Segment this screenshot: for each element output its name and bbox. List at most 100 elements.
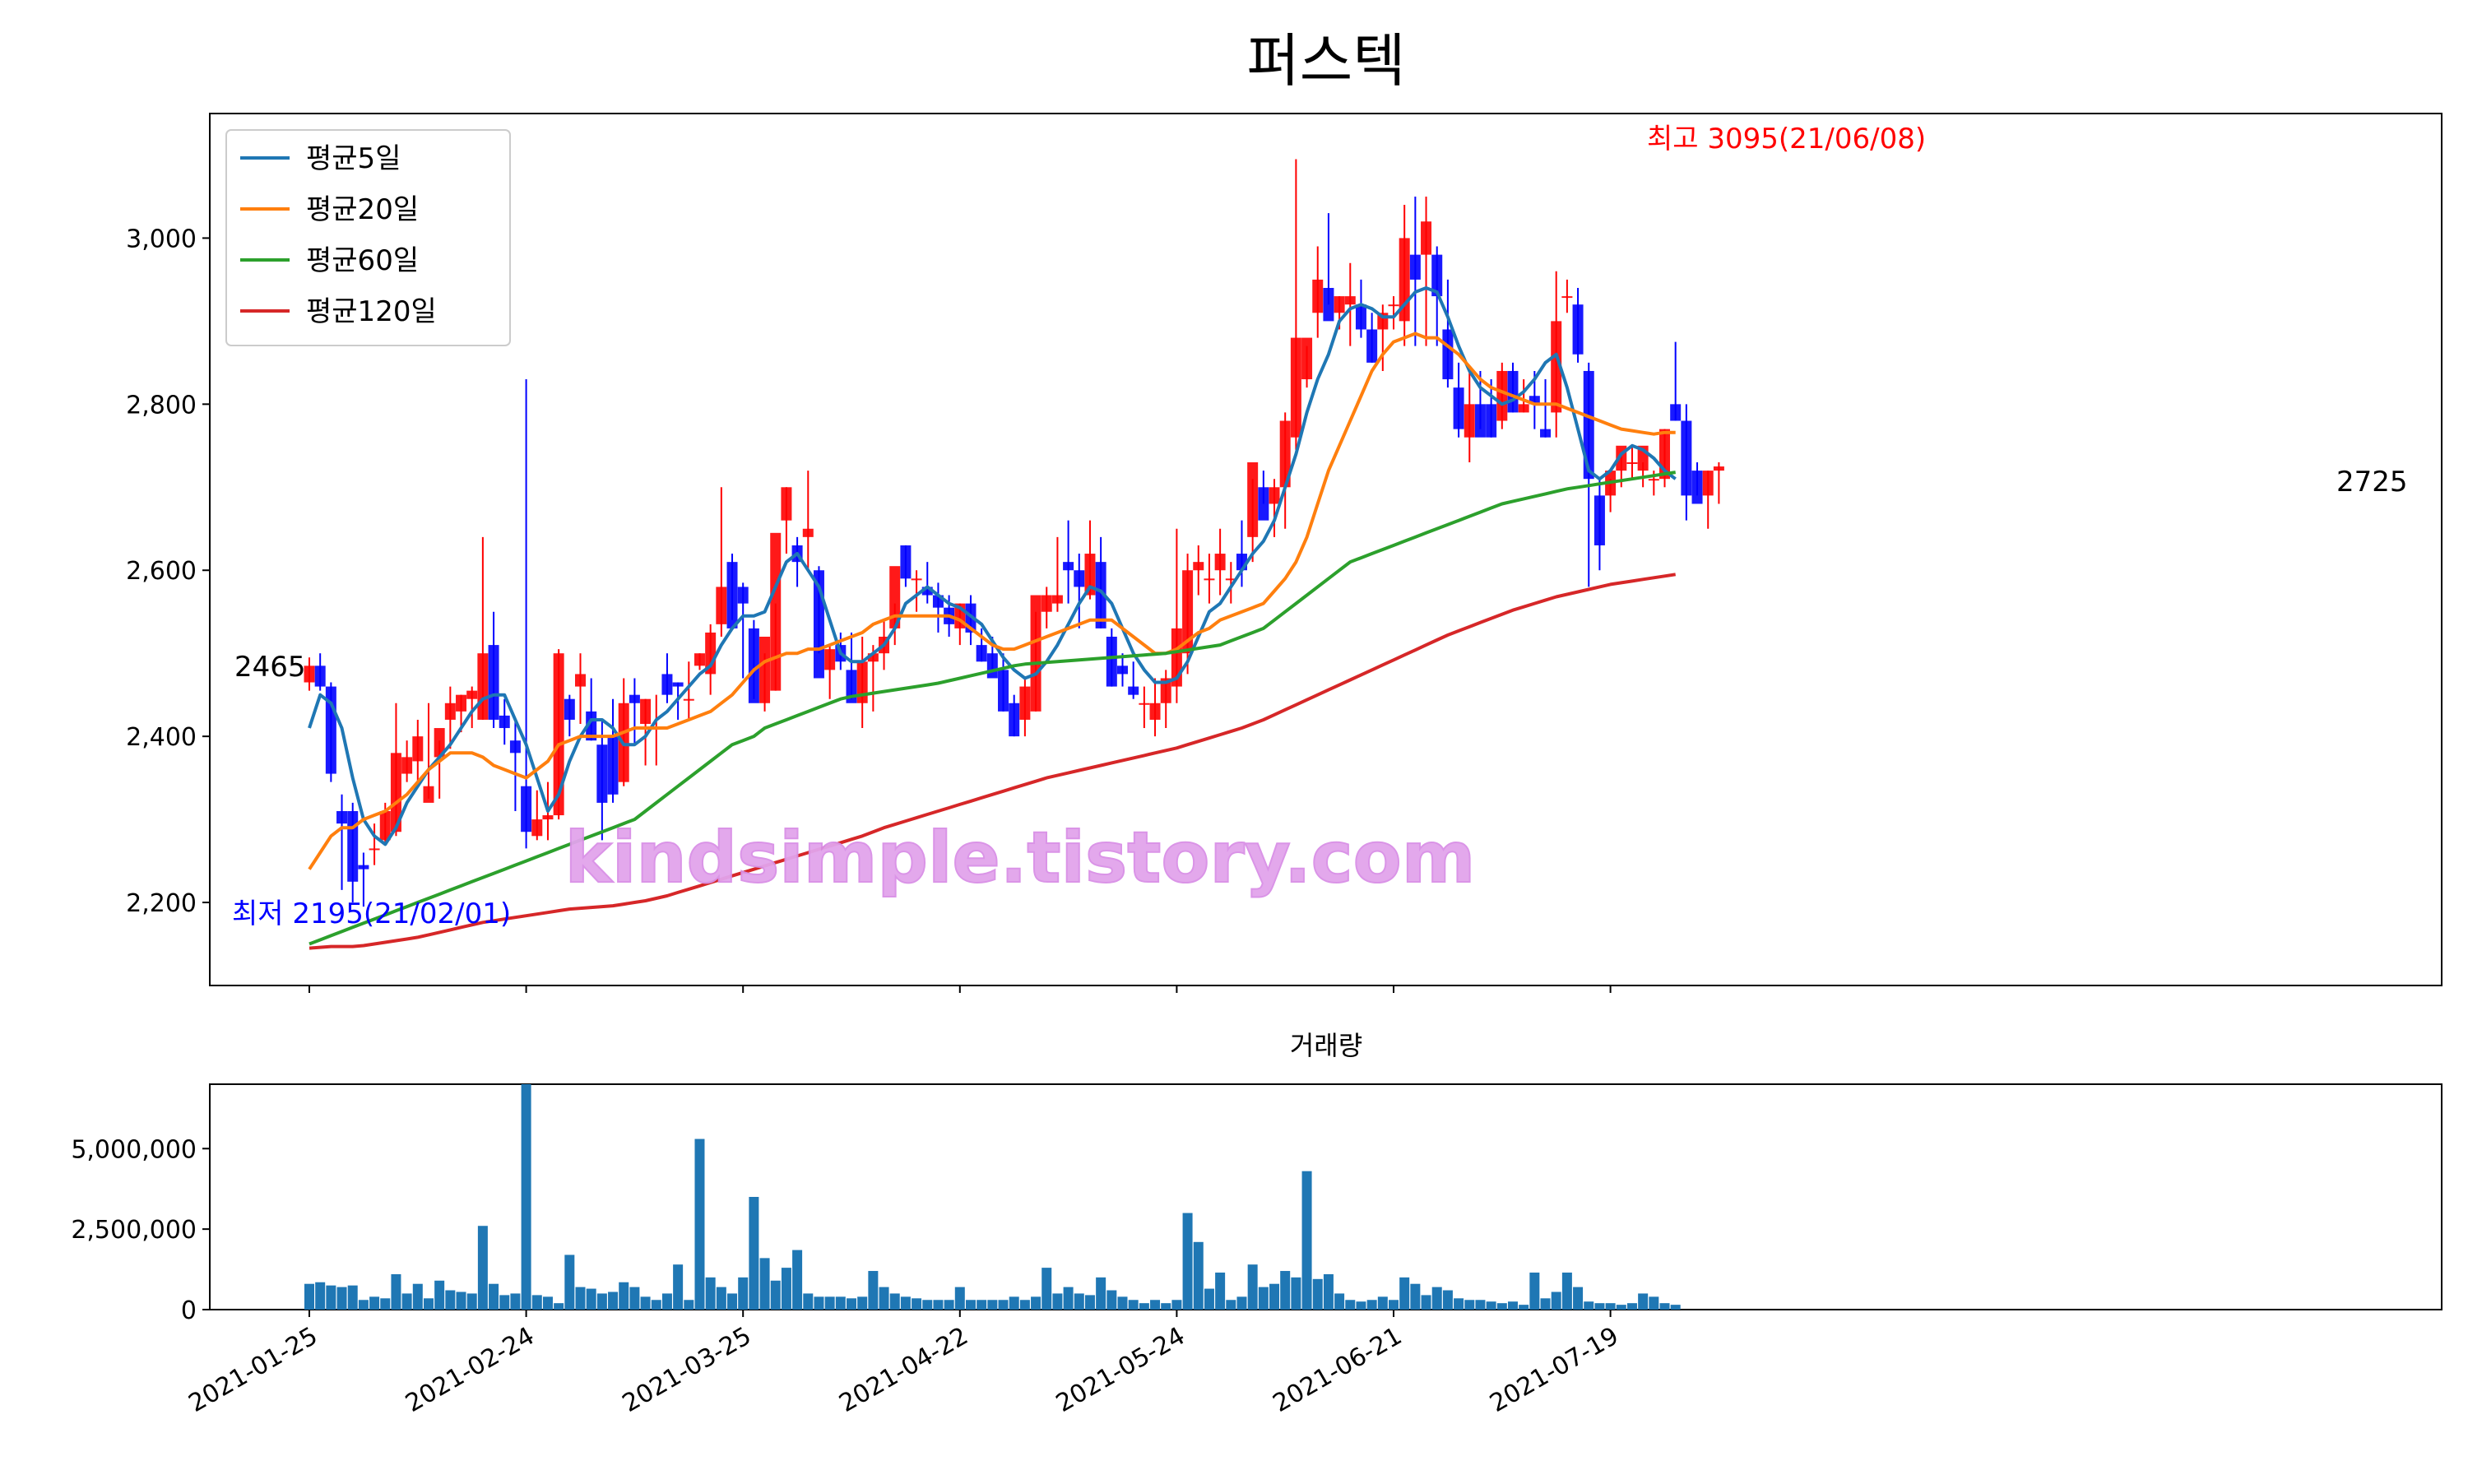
candle-body — [802, 528, 814, 537]
volume-bar — [1638, 1293, 1649, 1310]
candle-body — [575, 674, 586, 687]
volume-bar — [1084, 1295, 1095, 1310]
volume-bar — [987, 1300, 998, 1310]
candle-body — [434, 728, 445, 758]
candle-body — [856, 661, 868, 703]
candle-body — [900, 545, 912, 579]
legend-label: 평균120일 — [306, 295, 437, 328]
volume-bar — [1377, 1296, 1388, 1310]
candle-body — [1063, 562, 1074, 571]
moving-average-line-ma60 — [308, 471, 1676, 946]
price-axes-frame — [209, 113, 2442, 986]
volume-bar — [759, 1258, 770, 1310]
candle-body — [1421, 221, 1432, 255]
candle-body — [694, 653, 705, 666]
candle-body — [390, 753, 401, 832]
volume-bar — [1421, 1295, 1431, 1310]
volume-bar — [781, 1268, 791, 1310]
volume-bar — [1442, 1290, 1453, 1310]
volume-bar — [1334, 1293, 1345, 1310]
volume-bar — [1366, 1300, 1377, 1310]
candle-body — [369, 848, 380, 851]
volume-bar — [684, 1300, 694, 1310]
price-panel: 2,200 2,400 2,600 2,800 3,000 — [126, 113, 2442, 993]
volume-bar — [423, 1298, 434, 1310]
candle-body — [1453, 387, 1464, 429]
candle-body — [1030, 595, 1041, 712]
candle-body — [1594, 495, 1605, 545]
volume-bar — [1561, 1272, 1572, 1310]
volume-bar — [912, 1298, 922, 1310]
candle-body — [1128, 686, 1139, 695]
volume-bar — [1496, 1303, 1507, 1310]
candle-body — [1561, 296, 1573, 299]
candle-body — [1496, 370, 1508, 421]
volume-bar — [933, 1300, 944, 1310]
volume-bar — [900, 1296, 911, 1310]
volume-bar — [1626, 1303, 1637, 1310]
volume-bar — [1009, 1296, 1019, 1310]
volume-bar — [738, 1277, 749, 1310]
candle-body — [1182, 570, 1194, 654]
candle-body — [1409, 254, 1421, 280]
volume-bar — [835, 1296, 846, 1310]
volume-bar — [1649, 1296, 1659, 1310]
volume-bar — [575, 1287, 586, 1310]
candle-body — [607, 736, 619, 795]
candle-body — [1464, 404, 1475, 438]
candle-body — [640, 698, 652, 724]
candle-body — [1474, 404, 1486, 438]
volume-bar — [1345, 1300, 1356, 1310]
candle-body — [456, 694, 467, 712]
candle-body — [1529, 396, 1540, 405]
candle-body — [781, 487, 792, 521]
candle-body — [1626, 462, 1638, 464]
candle-body — [661, 674, 673, 695]
volume-bar — [1659, 1303, 1670, 1310]
legend-label: 평균60일 — [306, 244, 419, 277]
volume-bar — [1117, 1296, 1128, 1310]
volume-bar — [792, 1250, 803, 1310]
last-price-label: 2725 — [2336, 466, 2408, 499]
candle-body — [1214, 554, 1226, 571]
candle-body — [1702, 471, 1714, 496]
volume-panel-title: 거래량 — [1290, 1030, 1362, 1061]
volume-bar — [1551, 1292, 1561, 1310]
candle-body — [347, 811, 359, 882]
volume-bar — [466, 1293, 477, 1310]
volume-bar — [977, 1300, 987, 1310]
volume-bar — [629, 1287, 640, 1310]
volume-bar — [510, 1293, 521, 1310]
moving-average-line-ma5 — [308, 286, 1677, 846]
candle-body — [564, 698, 575, 720]
candle-body — [304, 665, 315, 683]
candle-body — [1388, 304, 1399, 307]
volume-bar — [1139, 1303, 1149, 1310]
price-y-tick-label: 2,800 — [126, 391, 197, 420]
volume-bar — [879, 1287, 889, 1310]
volume-bar — [727, 1293, 738, 1310]
volume-bar — [944, 1300, 954, 1310]
candle-body — [1344, 296, 1356, 305]
candle-body — [1312, 279, 1324, 313]
volume-bar — [564, 1254, 575, 1310]
volume-bar — [1616, 1305, 1626, 1310]
candle-body — [314, 665, 326, 687]
candle-body — [379, 811, 391, 841]
volume-bar — [954, 1287, 965, 1310]
volume-bar — [1269, 1283, 1280, 1310]
candle-body — [1713, 466, 1724, 471]
volume-bar — [1584, 1301, 1594, 1310]
candle-body — [1084, 554, 1096, 596]
volume-bar — [499, 1295, 510, 1310]
candle-body — [1518, 404, 1529, 413]
volume-bar — [1204, 1288, 1214, 1310]
volume-bar — [1529, 1272, 1540, 1310]
volume-bar — [824, 1296, 835, 1310]
candle-body — [1540, 429, 1552, 438]
candle-body — [1269, 487, 1280, 504]
candle-body — [1301, 337, 1313, 380]
volume-bar — [1573, 1287, 1584, 1310]
